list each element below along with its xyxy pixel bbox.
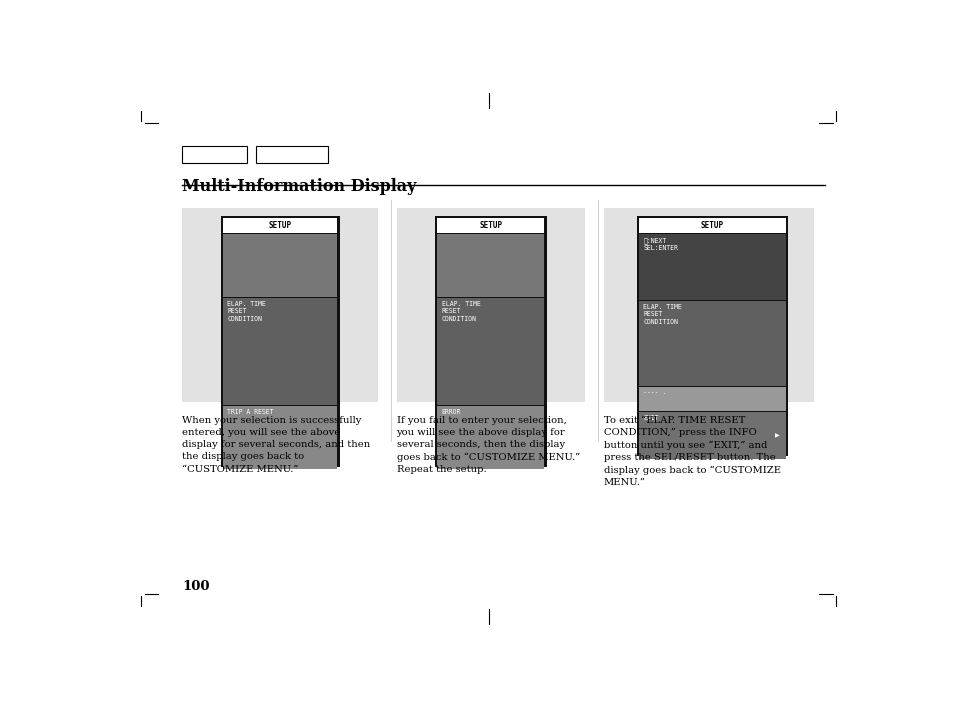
Text: Multi-Information Display: Multi-Information Display (182, 178, 416, 195)
Bar (435, 217, 546, 467)
Bar (639, 413, 785, 459)
Text: TRIP A RESET: TRIP A RESET (227, 408, 274, 415)
Text: SETUP: SETUP (478, 222, 502, 230)
Text: EXIT: EXIT (642, 415, 659, 421)
Bar (603, 208, 813, 403)
Text: If you fail to enter your selection,
you will see the above display for
several : If you fail to enter your selection, you… (396, 416, 579, 474)
Bar (436, 218, 544, 234)
Bar (255, 146, 328, 163)
Text: To exit “ELAP. TIME RESET
CONDITION,” press the INFO
button until you see “EXIT,: To exit “ELAP. TIME RESET CONDITION,” pr… (603, 416, 780, 486)
Text: SETUP: SETUP (700, 222, 723, 230)
Bar (639, 387, 785, 411)
Text: ERROR: ERROR (441, 408, 460, 415)
Bar (436, 234, 544, 297)
Text: SETUP: SETUP (268, 222, 292, 230)
Bar (396, 208, 584, 403)
Text: When your selection is successfully
entered, you will see the above
display for : When your selection is successfully ente… (182, 416, 370, 474)
Bar (222, 234, 337, 297)
Bar (222, 218, 337, 234)
Bar (222, 298, 337, 405)
Text: ---- .: ---- . (642, 389, 666, 395)
Text: ELAP. TIME
RESET
CONDITION: ELAP. TIME RESET CONDITION (642, 304, 681, 324)
Bar (436, 298, 544, 405)
Bar (436, 406, 544, 469)
Bar (220, 217, 339, 467)
Bar (222, 406, 337, 469)
Text: ELAP. TIME
RESET
CONDITION: ELAP. TIME RESET CONDITION (227, 301, 266, 322)
Bar (639, 301, 785, 386)
Text: ELAP. TIME
RESET
CONDITION: ELAP. TIME RESET CONDITION (441, 301, 480, 322)
Text: 100: 100 (182, 579, 210, 593)
Bar (639, 218, 785, 234)
Text: ▶: ▶ (775, 433, 780, 438)
Bar (639, 234, 785, 300)
Bar (182, 208, 377, 403)
Text: ⓘ:NEXT
SEL:ENTER: ⓘ:NEXT SEL:ENTER (642, 237, 678, 251)
Bar (637, 217, 787, 457)
Bar (182, 146, 247, 163)
